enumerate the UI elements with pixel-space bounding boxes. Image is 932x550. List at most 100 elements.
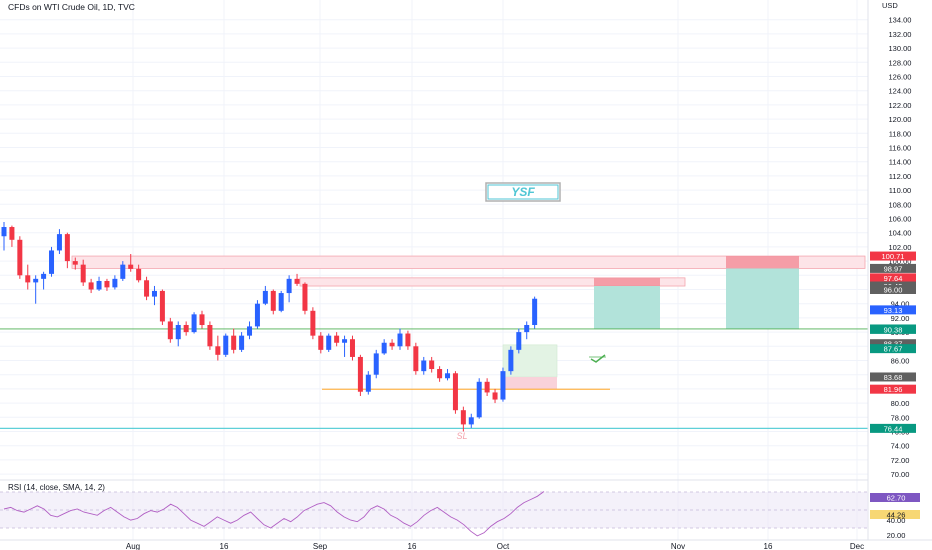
candle-body [326,335,332,350]
candle [381,339,387,355]
candle-body [413,346,419,372]
candle [128,254,134,272]
candle-body [56,234,62,251]
candle-body [191,314,197,333]
candle-body [167,321,173,340]
candle-body [429,360,435,370]
candle-body [310,310,316,336]
candle-body [128,264,134,269]
candle [223,333,229,357]
candle-body [9,227,15,240]
price-tick-label: 102.00 [889,243,912,252]
candle [445,369,451,381]
candle [262,285,268,306]
candle [429,356,435,373]
price-tick-label: 122.00 [889,101,912,110]
candle-body [357,356,363,392]
candle-body [373,353,379,375]
candle-body [270,290,276,311]
candle [120,261,126,281]
candle [484,378,490,396]
candle [9,225,15,247]
candle-body [80,264,86,283]
ysf-watermark: YSF [485,182,561,202]
candle-body [500,371,506,400]
price-tick-label: 80.00 [891,399,910,408]
candle-body [532,298,538,325]
sl-label: SL [456,431,467,441]
candle [357,354,363,396]
candle [80,259,86,286]
rsi-title: RSI (14, close, SMA, 14, 2) [8,483,105,492]
candle [476,378,482,419]
candles-layer [1,222,538,432]
candle-body [508,349,514,372]
candle [191,312,197,334]
vertical-grid [132,0,858,540]
time-axis[interactable]: Aug 16 Sep 16 Oct Nov 16 Dec [126,542,864,550]
price-label-badge [870,285,916,294]
price-tick-label: 130.00 [889,44,912,53]
price-label-text: 81.96 [884,385,903,394]
candle-body [492,392,498,400]
candle-body [120,264,126,279]
candle [318,332,324,354]
price-tick-label: 108.00 [889,200,912,209]
candle-body [33,278,39,283]
candle [452,371,458,414]
candle [421,356,427,375]
candle [270,289,276,315]
candle-body [516,332,522,350]
time-label-sep: Sep [313,542,328,550]
candle [167,317,173,343]
candle [437,366,443,382]
watermark-text: YSF [511,185,535,199]
price-tick-label: 110.00 [889,186,911,195]
price-label-text: 83.68 [884,373,903,382]
rsi-axis-labels: 62.70 44.26 40.00 20.00 [870,493,920,540]
candle-body [183,325,189,333]
candle [144,276,150,301]
candle [310,307,316,340]
candle-body [381,342,387,354]
candle [199,310,205,329]
candle [41,271,47,290]
candle [215,335,221,361]
price-label-badge [870,423,916,433]
candle-body [294,278,300,284]
time-label-aug-16: 16 [220,542,229,550]
price-tick-label: 86.00 [891,357,910,366]
candle-body [389,342,395,347]
time-label-nov: Nov [671,542,685,550]
candle-body [207,325,213,347]
stop-zone-1 [594,277,660,287]
candle-body [136,268,142,281]
candle-body [1,227,7,237]
candle-body [349,339,355,357]
price-label-badge [870,344,916,354]
price-label-badge [870,324,916,334]
price-label-text: 96.00 [884,286,903,295]
time-label-aug: Aug [126,542,140,550]
candle [247,321,253,340]
candle [334,332,340,347]
rsi-40-label: 40.00 [887,516,906,525]
price-tick-label: 120.00 [889,115,912,124]
candle-body [25,275,31,283]
candle [389,339,395,350]
price-label-text: 100.71 [882,252,905,261]
candle-body [452,373,458,411]
candle [231,328,237,354]
price-tick-label: 118.00 [889,129,911,138]
candle [468,413,474,428]
drawing-zones [0,255,868,429]
candle-body [223,335,229,355]
candle-body [104,280,110,288]
candle [64,232,70,269]
candle-body [318,335,324,350]
candle-body [72,261,78,265]
candle-body [159,290,165,322]
candle-body [17,239,23,276]
candle-body [64,234,70,262]
